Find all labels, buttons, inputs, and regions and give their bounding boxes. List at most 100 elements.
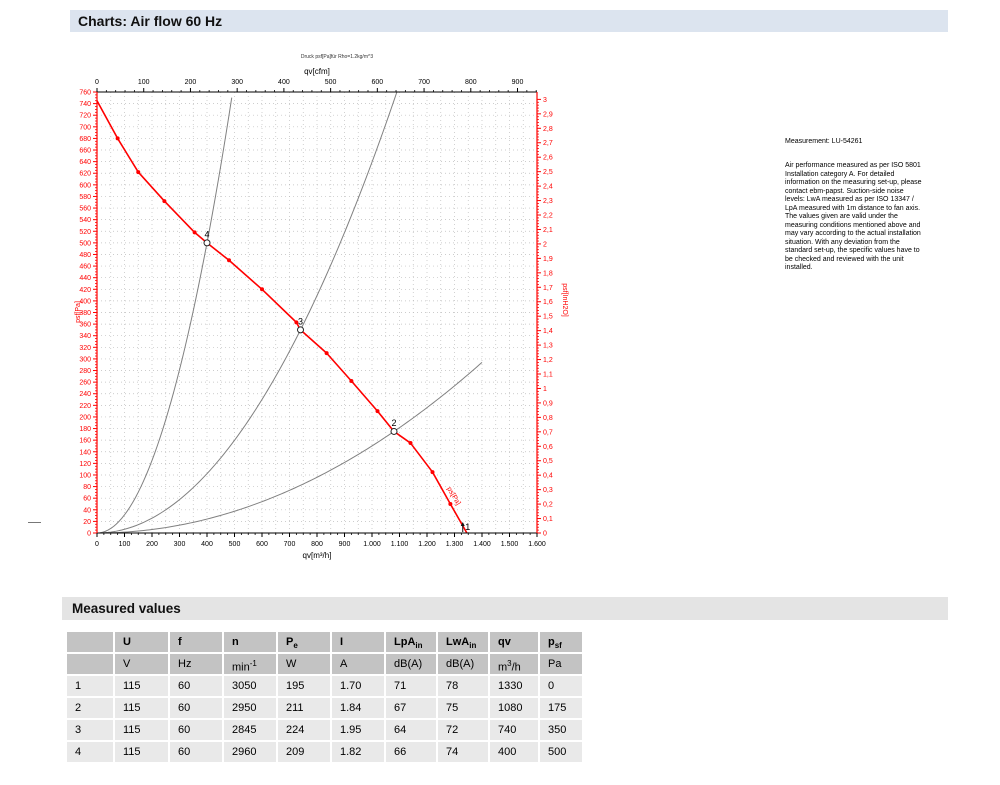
column-unit: dB(A) xyxy=(386,654,436,674)
svg-text:300: 300 xyxy=(231,79,243,86)
svg-text:0: 0 xyxy=(95,541,99,548)
cell-value: 400 xyxy=(490,742,538,762)
cell-value: 78 xyxy=(438,676,488,696)
cell-value: 60 xyxy=(170,698,222,718)
bottom-axis: 0 100 200 300 400 500 600 700 800 900 1.000 1.100 1.… xyxy=(95,533,546,548)
row-number: 1 xyxy=(67,676,113,696)
svg-text:160: 160 xyxy=(79,438,91,445)
svg-text:60: 60 xyxy=(83,496,91,503)
svg-text:180: 180 xyxy=(79,426,91,433)
svg-text:600: 600 xyxy=(256,541,268,548)
svg-text:1,2: 1,2 xyxy=(543,357,553,364)
cell-value: 1.95 xyxy=(332,720,384,740)
svg-text:qv[m³/h]: qv[m³/h] xyxy=(303,551,332,560)
svg-text:100: 100 xyxy=(79,472,91,479)
svg-text:480: 480 xyxy=(79,252,91,259)
cell-value: 2845 xyxy=(224,720,276,740)
svg-text:psf[Pa]: psf[Pa] xyxy=(75,301,82,323)
svg-text:120: 120 xyxy=(79,461,91,468)
svg-text:1,3: 1,3 xyxy=(543,343,553,350)
column-header: LwAin xyxy=(438,632,488,652)
svg-text:1,4: 1,4 xyxy=(543,328,553,335)
svg-text:0,8: 0,8 xyxy=(543,415,553,422)
cell-value: 115 xyxy=(115,720,168,740)
svg-text:1.600: 1.600 xyxy=(528,541,546,548)
cell-value: 3050 xyxy=(224,676,276,696)
svg-text:420: 420 xyxy=(79,287,91,294)
svg-text:500: 500 xyxy=(79,240,91,247)
svg-text:220: 220 xyxy=(79,403,91,410)
svg-text:440: 440 xyxy=(79,275,91,282)
svg-text:0,2: 0,2 xyxy=(543,502,553,509)
cell-value: 115 xyxy=(115,676,168,696)
column-unit: W xyxy=(278,654,330,674)
svg-text:380: 380 xyxy=(79,310,91,317)
svg-text:620: 620 xyxy=(79,171,91,178)
table-row: 3 115 60 2845 224 1.95 64 72 740 350 xyxy=(67,720,582,740)
svg-text:2,4: 2,4 xyxy=(543,184,553,191)
svg-text:640: 640 xyxy=(79,159,91,166)
svg-text:0: 0 xyxy=(543,531,547,538)
svg-text:1,7: 1,7 xyxy=(543,285,553,292)
cell-value: 195 xyxy=(278,676,330,696)
right-axis: 0 0,1 0,2 0,3 0,4 0,5 0,6 0,7 0,8 0,9 1 1,1 1,2 1,3 1,… xyxy=(537,97,553,538)
cell-value: 2960 xyxy=(224,742,276,762)
cell-value: 115 xyxy=(115,698,168,718)
measurement-note: Air performance measured as per ISO 5801… xyxy=(785,162,922,271)
svg-text:1,9: 1,9 xyxy=(543,256,553,263)
column-header: LpAin xyxy=(386,632,436,652)
svg-text:0,1: 0,1 xyxy=(543,516,553,523)
row-number: 2 xyxy=(67,698,113,718)
cell-value: 211 xyxy=(278,698,330,718)
svg-text:1,1: 1,1 xyxy=(543,372,553,379)
margin-dash xyxy=(28,522,41,523)
cell-value: 74 xyxy=(438,742,488,762)
cell-value: 115 xyxy=(115,742,168,762)
column-header: I xyxy=(332,632,384,652)
axis-titles: Druck psf[Pa]für Rho=1.2kg/m^3 qv[cfm] qv[… xyxy=(75,54,568,560)
column-header: psf xyxy=(540,632,582,652)
svg-text:400: 400 xyxy=(201,541,213,548)
svg-text:2,1: 2,1 xyxy=(543,227,553,234)
svg-text:600: 600 xyxy=(371,79,383,86)
page-title: Charts: Air flow 60 Hz xyxy=(78,13,223,29)
cell-value: 72 xyxy=(438,720,488,740)
svg-text:3: 3 xyxy=(298,316,303,326)
top-axis: 0 100 200 300 400 500 600 700 800 900 xyxy=(95,79,537,92)
svg-text:300: 300 xyxy=(174,541,186,548)
svg-text:1.400: 1.400 xyxy=(473,541,491,548)
cell-value: 60 xyxy=(170,676,222,696)
svg-text:2,2: 2,2 xyxy=(543,213,553,220)
column-unit: Pa xyxy=(540,654,582,674)
cell-value: 224 xyxy=(278,720,330,740)
table-row: 4 115 60 2960 209 1.82 66 74 400 500 xyxy=(67,742,582,762)
page-title-bar: Charts: Air flow 60 Hz xyxy=(70,10,948,32)
svg-text:2: 2 xyxy=(391,418,396,428)
cell-value: 66 xyxy=(386,742,436,762)
column-header: n xyxy=(224,632,276,652)
svg-text:1.500: 1.500 xyxy=(501,541,519,548)
svg-text:psf[InH2O]: psf[InH2O] xyxy=(561,283,568,317)
cell-value: 1.84 xyxy=(332,698,384,718)
svg-text:500: 500 xyxy=(229,541,241,548)
svg-text:1: 1 xyxy=(465,522,470,532)
svg-text:660: 660 xyxy=(79,148,91,155)
airflow-chart: 1234020406080100120140160180200220240260… xyxy=(75,54,568,560)
svg-text:2,3: 2,3 xyxy=(543,198,553,205)
svg-text:1.100: 1.100 xyxy=(391,541,409,548)
cell-value: 1.70 xyxy=(332,676,384,696)
svg-text:0: 0 xyxy=(87,531,91,538)
svg-text:qv[cfm]: qv[cfm] xyxy=(304,67,330,76)
svg-text:680: 680 xyxy=(79,136,91,143)
svg-text:340: 340 xyxy=(79,333,91,340)
chart-grid xyxy=(97,92,537,533)
column-header: U xyxy=(115,632,168,652)
column-unit: Hz xyxy=(170,654,222,674)
svg-text:0,9: 0,9 xyxy=(543,400,553,407)
cell-value: 60 xyxy=(170,742,222,762)
svg-text:200: 200 xyxy=(185,79,197,86)
svg-text:460: 460 xyxy=(79,264,91,271)
svg-text:800: 800 xyxy=(311,541,323,548)
svg-text:360: 360 xyxy=(79,322,91,329)
